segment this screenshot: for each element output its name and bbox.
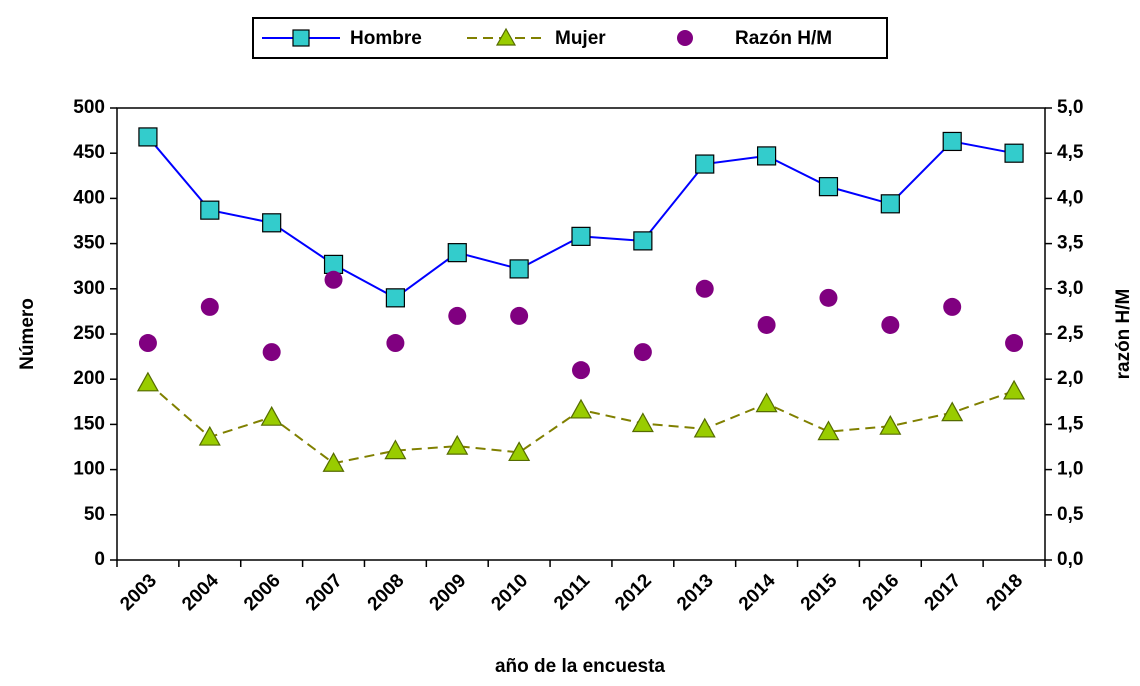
y-tick-label: 250 [73,323,105,344]
x-tick-label: 2013 [673,570,718,615]
x-tick-label: 2003 [116,570,161,615]
y2-tick-label: 4,5 [1057,142,1084,163]
y2-tick-label: 5,0 [1057,97,1083,118]
point [448,306,467,325]
y2-tick-label: 0,0 [1057,549,1083,570]
point [384,439,407,460]
y-tick-label: 300 [73,278,105,299]
y2-tick-label: 2,5 [1057,323,1084,344]
point [446,434,469,455]
point [880,194,900,214]
x-tick-label: 2004 [178,570,223,615]
x-axis-title: año de la encuesta [495,656,665,677]
legend-label: Razón H/M [735,28,832,49]
point [756,146,777,166]
point [1005,334,1024,353]
legend-label: Hombre [350,28,422,49]
point [198,425,221,446]
x-tick-label: 2006 [240,570,285,615]
point [941,401,964,422]
point [510,306,529,325]
point [757,315,776,334]
point [509,259,529,279]
y-tick-label: 150 [73,413,105,434]
legend-marker [495,27,517,46]
point [322,452,345,472]
y-tick-label: 350 [73,233,105,254]
y-tick-label: 200 [73,368,105,389]
x-tick-label: 2010 [487,570,532,615]
legend-label: Mujer [555,28,606,49]
point [631,412,654,433]
point [262,343,281,362]
y-tick-label: 50 [84,504,105,525]
point [136,371,159,392]
point [138,334,157,353]
y2-tick-label: 0,5 [1057,504,1084,525]
x-tick-label: 2017 [921,570,966,615]
point [695,154,715,174]
y-tick-label: 450 [73,142,105,163]
point [695,279,714,298]
point [323,254,344,274]
point [942,131,962,152]
point [569,398,593,419]
point [1003,379,1026,400]
x-tick-label: 2008 [364,570,409,615]
y-tick-label: 500 [73,97,105,118]
y2-tick-label: 2,0 [1057,368,1083,389]
point [386,334,405,353]
x-tick-label: 2012 [611,570,656,615]
x-tick-label: 2016 [859,570,904,615]
point [200,200,220,220]
point [260,405,283,426]
y-tick-label: 400 [73,187,105,208]
point [508,441,531,462]
point [324,270,343,289]
plot-area [116,107,1046,561]
point [881,315,900,334]
point [138,127,158,147]
point [943,297,962,316]
point [755,392,778,413]
y-tick-label: 0 [94,549,105,570]
point [817,420,840,441]
point [385,288,405,308]
y2-tick-label: 3,5 [1057,233,1084,254]
legend-marker [677,30,693,46]
x-tick-label: 2015 [797,570,842,615]
point [819,288,838,307]
legend-marker [292,29,310,47]
legend-box [252,17,888,59]
point [572,361,590,380]
point [447,243,467,263]
point [1004,143,1024,163]
point [633,343,652,362]
point [200,297,219,316]
x-tick-label: 2009 [426,570,471,615]
y2-tick-label: 1,0 [1057,459,1083,480]
x-tick-label: 2007 [302,570,347,615]
point [879,414,902,435]
y-tick-label: 100 [73,459,105,480]
y-axis-title: Número [17,298,38,370]
point [633,231,653,251]
y2-tick-label: 4,0 [1057,187,1083,208]
point [571,226,591,246]
x-tick-label: 2011 [550,570,594,614]
point [693,417,716,438]
x-tick-label: 2014 [735,570,780,615]
y2-tick-label: 3,0 [1057,278,1083,299]
y2-axis-title: razón H/M [1113,289,1134,380]
x-tick-label: 2018 [982,570,1027,615]
y2-tick-label: 1,5 [1057,413,1084,434]
point [262,213,282,233]
point [818,177,839,197]
